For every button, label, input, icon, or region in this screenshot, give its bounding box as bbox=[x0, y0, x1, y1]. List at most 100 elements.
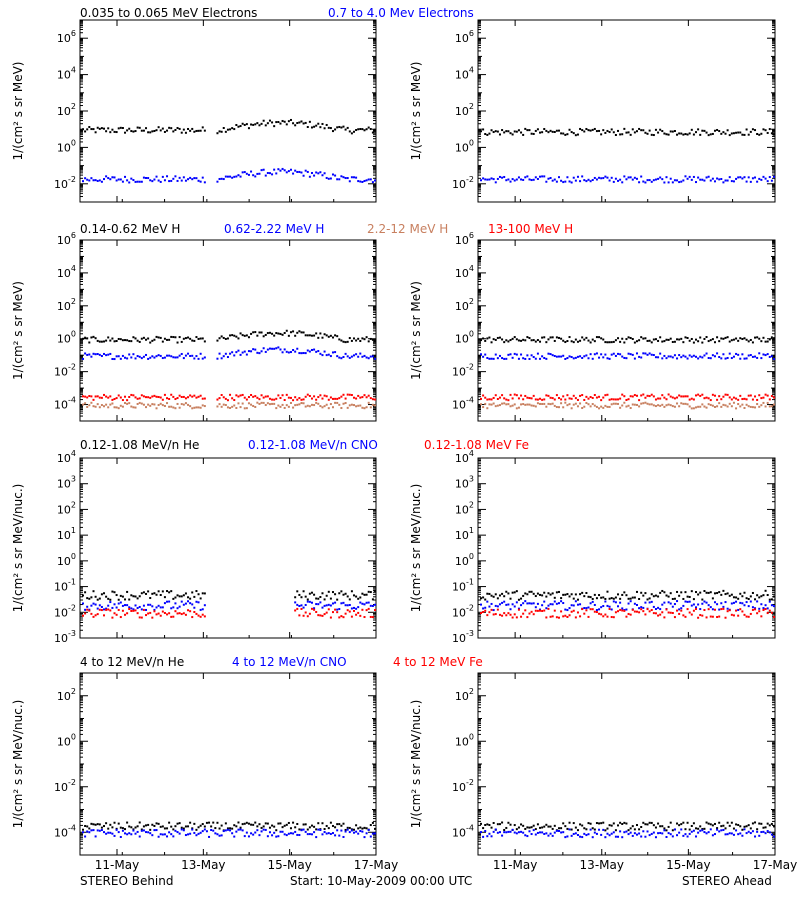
data-point bbox=[145, 176, 148, 179]
data-point bbox=[760, 831, 763, 834]
data-point bbox=[325, 354, 328, 357]
data-point bbox=[220, 393, 223, 396]
data-point bbox=[661, 394, 664, 397]
legend-label: 0.12-1.08 MeV/n CNO bbox=[248, 438, 378, 452]
data-point bbox=[374, 357, 376, 360]
data-point bbox=[359, 601, 362, 604]
data-point bbox=[241, 402, 244, 405]
data-point bbox=[220, 824, 223, 827]
data-point bbox=[614, 611, 617, 614]
data-point bbox=[684, 600, 687, 603]
data-point bbox=[308, 600, 311, 603]
data-point bbox=[560, 132, 563, 135]
data-point bbox=[773, 403, 775, 406]
data-point bbox=[751, 606, 754, 609]
data-point bbox=[627, 352, 630, 355]
data-point bbox=[496, 831, 499, 834]
data-point bbox=[682, 834, 685, 837]
data-point bbox=[142, 829, 145, 832]
data-point bbox=[524, 834, 527, 837]
data-point bbox=[94, 179, 97, 182]
data-point bbox=[178, 612, 181, 615]
data-point bbox=[520, 339, 523, 342]
data-point bbox=[756, 600, 759, 603]
data-point bbox=[591, 597, 594, 600]
data-point bbox=[598, 612, 601, 615]
data-point bbox=[134, 826, 137, 829]
data-point bbox=[642, 821, 645, 824]
data-point bbox=[612, 822, 615, 825]
data-point bbox=[610, 128, 613, 131]
data-point bbox=[553, 130, 556, 133]
data-point bbox=[654, 836, 657, 839]
data-point bbox=[543, 402, 546, 405]
data-point bbox=[256, 825, 259, 828]
data-point bbox=[621, 593, 624, 596]
data-point bbox=[233, 404, 236, 407]
data-point bbox=[711, 615, 714, 618]
x-tick-label: 11-May bbox=[95, 858, 139, 872]
data-point bbox=[583, 827, 586, 830]
data-point bbox=[697, 593, 700, 596]
data-point bbox=[695, 607, 698, 610]
data-point bbox=[193, 822, 196, 825]
data-point bbox=[730, 132, 733, 135]
data-point bbox=[610, 341, 613, 344]
data-point bbox=[315, 124, 318, 127]
data-point bbox=[756, 133, 759, 136]
data-point bbox=[602, 615, 605, 618]
data-point bbox=[562, 602, 565, 605]
data-point bbox=[762, 830, 765, 833]
data-point bbox=[621, 609, 624, 612]
data-point bbox=[587, 129, 590, 132]
data-point bbox=[100, 180, 103, 183]
data-point bbox=[285, 393, 288, 396]
data-point bbox=[155, 129, 158, 132]
data-point bbox=[646, 179, 649, 182]
data-point bbox=[648, 179, 651, 182]
data-point bbox=[109, 823, 112, 826]
data-point bbox=[365, 356, 368, 359]
data-point bbox=[292, 330, 295, 333]
y-tick-label: 104 bbox=[455, 449, 474, 465]
data-point bbox=[121, 609, 124, 612]
data-point bbox=[676, 179, 679, 182]
data-point bbox=[119, 601, 122, 604]
data-point bbox=[142, 176, 145, 179]
data-point bbox=[329, 334, 332, 337]
data-point bbox=[218, 834, 221, 837]
data-point bbox=[695, 355, 698, 358]
data-point bbox=[166, 338, 169, 341]
data-point bbox=[273, 825, 276, 828]
data-point bbox=[107, 827, 110, 830]
data-point bbox=[612, 398, 615, 401]
data-point bbox=[113, 612, 116, 615]
data-point bbox=[136, 126, 139, 129]
data-point bbox=[174, 829, 177, 832]
data-point bbox=[105, 608, 108, 611]
data-point bbox=[193, 606, 196, 609]
data-point bbox=[536, 831, 539, 834]
data-point bbox=[610, 824, 613, 827]
data-point bbox=[692, 598, 695, 601]
data-point bbox=[716, 128, 719, 131]
data-point bbox=[363, 394, 366, 397]
data-point bbox=[678, 824, 681, 827]
data-point bbox=[526, 616, 529, 619]
data-point bbox=[758, 596, 761, 599]
data-point bbox=[520, 353, 523, 356]
data-point bbox=[766, 822, 769, 825]
data-point bbox=[174, 596, 177, 599]
data-point bbox=[187, 596, 190, 599]
data-point bbox=[289, 832, 292, 835]
data-point bbox=[480, 822, 482, 825]
data-point bbox=[545, 180, 548, 183]
data-point bbox=[751, 608, 754, 611]
data-point bbox=[517, 831, 520, 834]
data-point bbox=[275, 121, 278, 124]
data-point bbox=[315, 350, 318, 353]
data-point bbox=[98, 604, 101, 607]
data-point bbox=[766, 401, 769, 404]
data-point bbox=[726, 607, 729, 610]
data-point bbox=[140, 616, 143, 619]
